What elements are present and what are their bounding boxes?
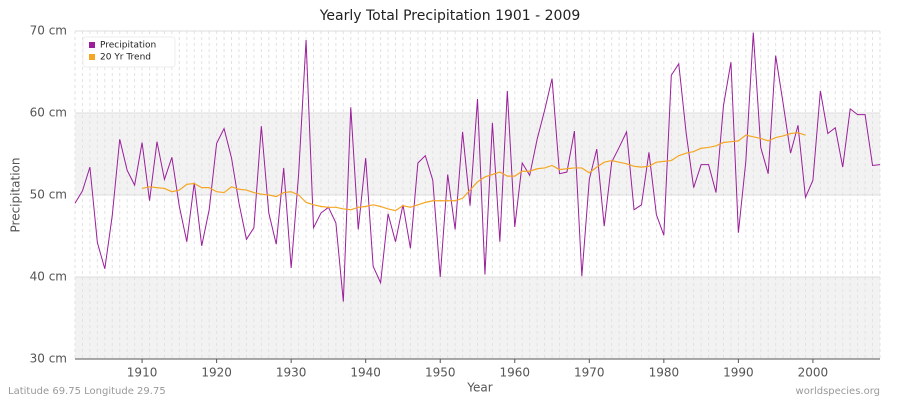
x-tick-label: 1960 bbox=[499, 366, 530, 380]
chart-title: Yearly Total Precipitation 1901 - 2009 bbox=[319, 8, 581, 24]
x-tick-label: 1930 bbox=[276, 366, 307, 380]
legend-label: 20 Yr Trend bbox=[100, 53, 151, 63]
footer-left: Latitude 69.75 Longitude 29.75 bbox=[8, 386, 166, 397]
legend-swatch bbox=[89, 54, 95, 60]
legend-box bbox=[82, 36, 176, 68]
x-tick-label: 1950 bbox=[425, 366, 456, 380]
legend-label: Precipitation bbox=[100, 41, 156, 51]
x-tick-label: 1980 bbox=[649, 366, 680, 380]
x-axis-label: Year bbox=[466, 381, 492, 395]
x-tick-label: 1990 bbox=[723, 366, 754, 380]
y-tick-label: 30 cm bbox=[30, 352, 67, 366]
x-tick-label: 2000 bbox=[798, 366, 829, 380]
y-tick-label: 50 cm bbox=[30, 188, 67, 202]
x-tick-label: 1920 bbox=[201, 366, 232, 380]
y-tick-label: 40 cm bbox=[30, 270, 67, 284]
series-line bbox=[74, 32, 881, 302]
y-tick-label: 70 cm bbox=[30, 24, 67, 38]
x-tick-label: 1940 bbox=[350, 366, 381, 380]
series-line bbox=[141, 132, 806, 212]
x-tick-label: 1910 bbox=[127, 366, 158, 380]
y-axis-label: Precipitation bbox=[9, 157, 23, 232]
legend-swatch bbox=[89, 42, 95, 48]
footer-right: worldspecies.org bbox=[796, 386, 880, 397]
y-tick-label: 60 cm bbox=[30, 106, 67, 120]
x-tick-label: 1970 bbox=[574, 366, 605, 380]
